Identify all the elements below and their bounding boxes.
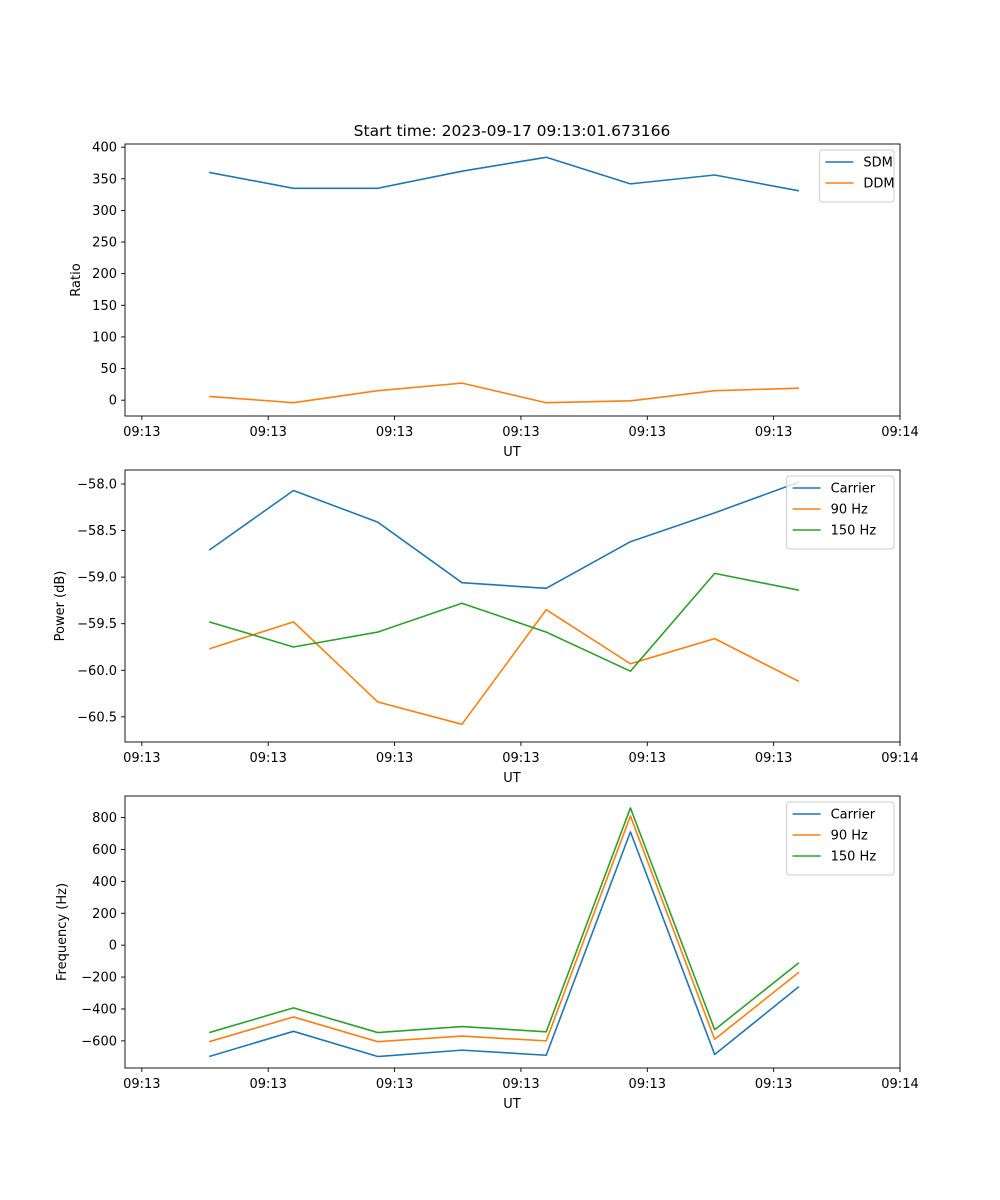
legend-label: SDM (863, 156, 892, 171)
y-tick-label: −600 (81, 1034, 117, 1049)
ratio-panel: Start time: 2023-09-17 09:13:01.673166 U… (69, 122, 919, 460)
y-tick-label: 0 (109, 394, 117, 409)
y-tick-label: −59.5 (77, 617, 117, 632)
x-tick-label: 09:13 (376, 751, 413, 766)
series-line-150-hz (209, 807, 800, 1034)
x-tick-label: 09:13 (249, 425, 286, 440)
y-axis-label: Ratio (69, 263, 84, 296)
axes-frame (124, 143, 901, 417)
y-tick-label: −60.5 (77, 710, 117, 725)
legend-label: 90 Hz (831, 829, 868, 844)
y-tick-label: 300 (92, 204, 117, 219)
series-line-ddm (209, 382, 799, 404)
axes-frame (124, 795, 901, 1069)
axes-frame (124, 469, 901, 743)
y-tick-label: 600 (92, 843, 117, 858)
series-line-carrier (209, 831, 800, 1058)
y-tick-label: 200 (92, 907, 117, 922)
x-tick-label: 09:13 (249, 1077, 286, 1092)
x-tick-label: 09:13 (502, 751, 539, 766)
y-tick-label: −400 (81, 1002, 117, 1017)
legend-label: Carrier (831, 808, 876, 823)
x-tick-label: 09:13 (376, 1077, 413, 1092)
chart-title: Start time: 2023-09-17 09:13:01.673166 (354, 122, 671, 140)
x-tick-label: 09:13 (249, 751, 286, 766)
series-line-90-hz (208, 608, 800, 726)
y-tick-label: −60.0 (77, 664, 117, 679)
legend-label: Carrier (831, 482, 876, 497)
y-tick-label: 400 (92, 141, 117, 156)
legend-label: 90 Hz (831, 503, 868, 518)
frequency-panel: UT Frequency (Hz) 09:13 09:13 09:13 09:13 09… (55, 795, 919, 1112)
x-tick-label: 09:14 (881, 751, 918, 766)
legend-label: 150 Hz (831, 524, 877, 539)
y-tick-label: −58.5 (77, 524, 117, 539)
legend-label: 150 Hz (831, 850, 877, 865)
series-line-150-hz (209, 572, 800, 673)
x-axis-label: UT (503, 771, 521, 786)
x-tick-label: 09:13 (123, 751, 160, 766)
x-tick-label: 09:13 (755, 751, 792, 766)
x-tick-label: 09:14 (881, 425, 918, 440)
x-tick-label: 09:13 (502, 1077, 539, 1092)
series-line-sdm (209, 156, 800, 192)
y-tick-label: 50 (100, 362, 117, 377)
y-tick-label: −59.0 (77, 571, 117, 586)
y-tick-label: 100 (92, 330, 117, 345)
x-tick-label: 09:13 (123, 1077, 160, 1092)
y-axis-label: Power (dB) (53, 571, 68, 642)
legend-label: DDM (863, 177, 894, 192)
series-line-carrier (208, 481, 800, 590)
x-tick-label: 09:13 (755, 425, 792, 440)
y-tick-label: 400 (92, 875, 117, 890)
x-tick-label: 09:13 (502, 425, 539, 440)
y-tick-label: −58.0 (77, 477, 117, 492)
x-tick-label: 09:13 (755, 1077, 792, 1092)
x-tick-label: 09:13 (376, 425, 413, 440)
y-axis-label: Frequency (Hz) (55, 883, 70, 981)
y-tick-label: −200 (81, 971, 117, 986)
x-tick-label: 09:13 (629, 1077, 666, 1092)
x-axis-label: UT (503, 445, 521, 460)
x-tick-label: 09:13 (123, 425, 160, 440)
x-tick-label: 09:13 (629, 751, 666, 766)
y-tick-label: 800 (92, 811, 117, 826)
y-tick-label: 150 (92, 299, 117, 314)
y-tick-label: 350 (92, 172, 117, 187)
y-tick-label: 250 (92, 236, 117, 251)
x-axis-label: UT (503, 1097, 521, 1112)
x-tick-label: 09:13 (629, 425, 666, 440)
y-tick-label: 200 (92, 267, 117, 282)
x-tick-label: 09:14 (881, 1077, 918, 1092)
power-panel: UT Power (dB) 09:13 09:13 09:13 09:13 09:13 0… (53, 469, 919, 786)
y-tick-label: 0 (109, 939, 117, 954)
series-line-90-hz (209, 815, 800, 1043)
legend (818, 149, 895, 203)
